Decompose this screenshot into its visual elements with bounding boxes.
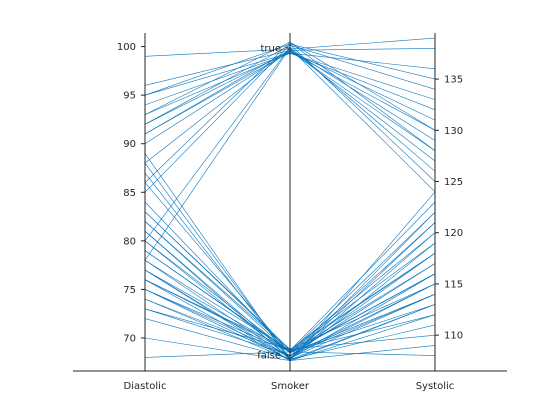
tick-label: 80	[123, 236, 136, 247]
axis-name-label: Systolic	[416, 381, 455, 392]
tick-label: 70	[123, 333, 136, 344]
axis-name-label: Smoker	[271, 381, 310, 392]
axis-name-label: Diastolic	[124, 381, 167, 392]
category-label: true	[260, 44, 281, 55]
tick-label: 75	[123, 285, 136, 296]
tick-label: 125	[444, 177, 463, 188]
tick-label: 90	[123, 139, 136, 150]
tick-label: 115	[444, 279, 463, 290]
tick-label: 100	[117, 42, 136, 53]
tick-label: 110	[444, 331, 463, 342]
tick-label: 130	[444, 126, 463, 137]
tick-label: 95	[123, 91, 136, 102]
tick-label: 85	[123, 188, 136, 199]
axes: 70 75 80 85 90 95 100 Diastolic false true Smoker 1…	[73, 33, 507, 392]
tick-label: 135	[444, 75, 463, 86]
tick-label: 120	[444, 228, 463, 239]
category-label: false	[257, 351, 281, 362]
